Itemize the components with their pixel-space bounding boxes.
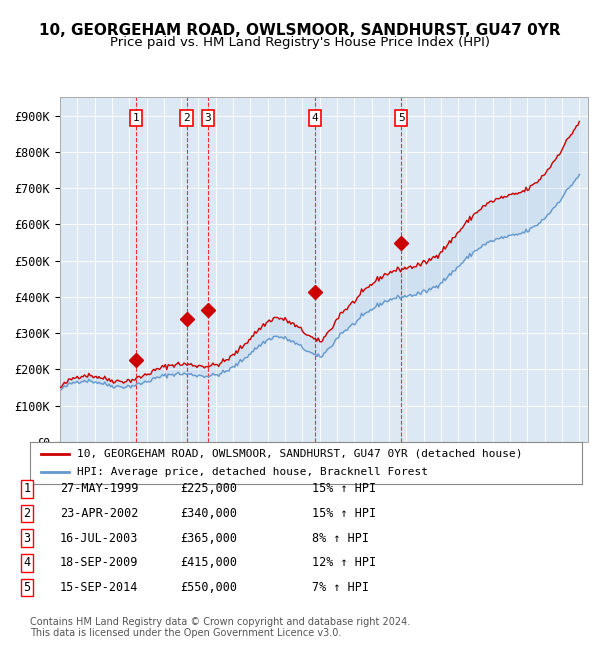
Text: 4: 4: [311, 113, 318, 123]
Text: 4: 4: [23, 556, 31, 569]
Text: 2: 2: [23, 507, 31, 520]
Text: £340,000: £340,000: [180, 507, 237, 520]
Text: 15-SEP-2014: 15-SEP-2014: [60, 581, 139, 594]
Text: 23-APR-2002: 23-APR-2002: [60, 507, 139, 520]
Text: 5: 5: [398, 113, 404, 123]
Text: 15% ↑ HPI: 15% ↑ HPI: [312, 482, 376, 495]
Text: 2: 2: [183, 113, 190, 123]
Text: 15% ↑ HPI: 15% ↑ HPI: [312, 507, 376, 520]
Text: £225,000: £225,000: [180, 482, 237, 495]
Text: 3: 3: [23, 532, 31, 545]
Text: £415,000: £415,000: [180, 556, 237, 569]
Text: 16-JUL-2003: 16-JUL-2003: [60, 532, 139, 545]
Text: 10, GEORGEHAM ROAD, OWLSMOOR, SANDHURST, GU47 0YR: 10, GEORGEHAM ROAD, OWLSMOOR, SANDHURST,…: [39, 23, 561, 38]
Text: 5: 5: [23, 581, 31, 594]
Text: 10, GEORGEHAM ROAD, OWLSMOOR, SANDHURST, GU47 0YR (detached house): 10, GEORGEHAM ROAD, OWLSMOOR, SANDHURST,…: [77, 449, 523, 459]
Text: 1: 1: [23, 482, 31, 495]
Text: 12% ↑ HPI: 12% ↑ HPI: [312, 556, 376, 569]
Text: Contains HM Land Registry data © Crown copyright and database right 2024.
This d: Contains HM Land Registry data © Crown c…: [30, 617, 410, 638]
Text: 8% ↑ HPI: 8% ↑ HPI: [312, 532, 369, 545]
Text: 7% ↑ HPI: 7% ↑ HPI: [312, 581, 369, 594]
Text: 1: 1: [133, 113, 140, 123]
Text: £365,000: £365,000: [180, 532, 237, 545]
Text: 27-MAY-1999: 27-MAY-1999: [60, 482, 139, 495]
Text: Price paid vs. HM Land Registry's House Price Index (HPI): Price paid vs. HM Land Registry's House …: [110, 36, 490, 49]
Text: £550,000: £550,000: [180, 581, 237, 594]
Text: 18-SEP-2009: 18-SEP-2009: [60, 556, 139, 569]
Text: 3: 3: [205, 113, 211, 123]
Text: HPI: Average price, detached house, Bracknell Forest: HPI: Average price, detached house, Brac…: [77, 467, 428, 477]
